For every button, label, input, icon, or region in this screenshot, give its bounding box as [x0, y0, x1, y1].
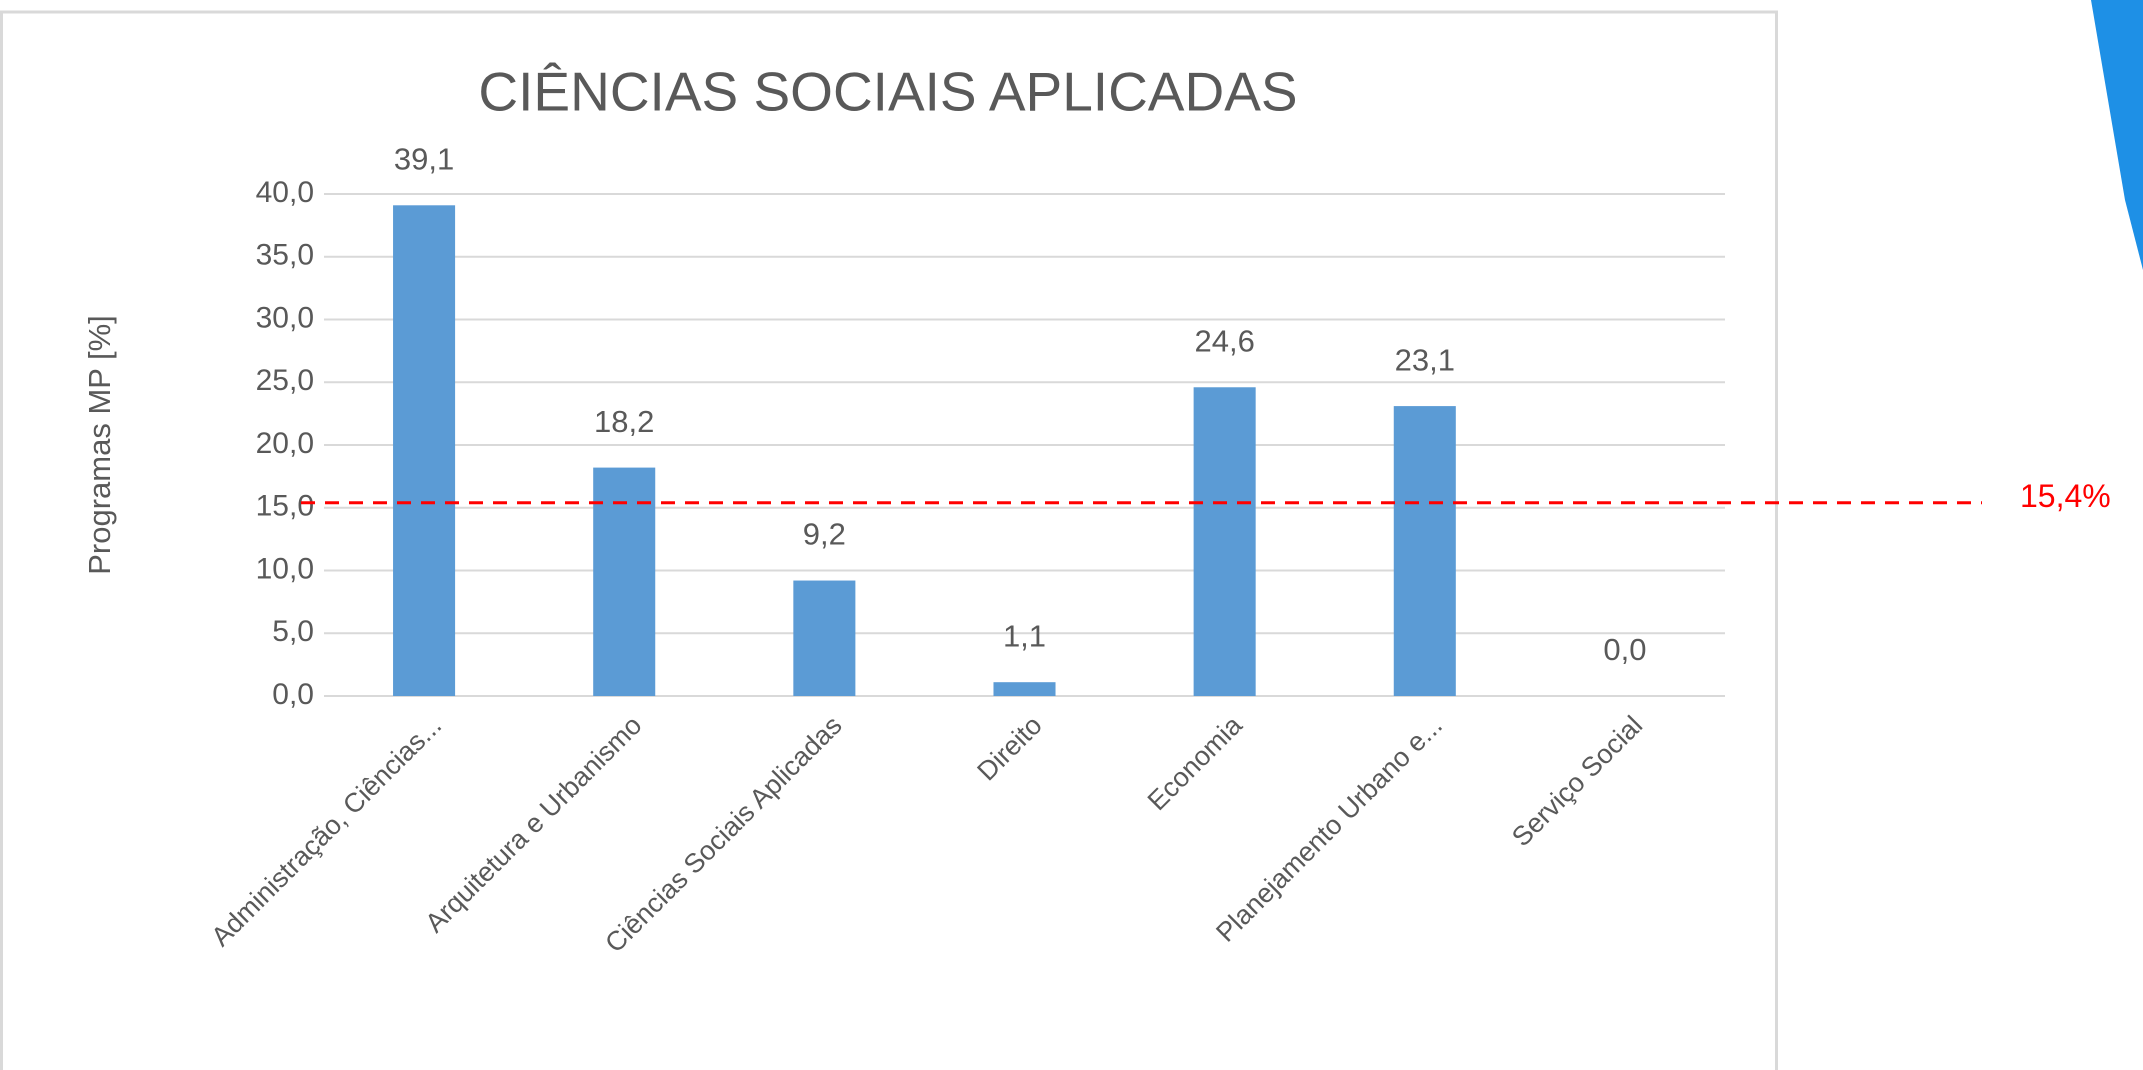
y-tick-label: 15,0: [256, 490, 314, 523]
y-tick-label: 0,0: [272, 678, 314, 711]
bar: [393, 205, 456, 697]
y-tick-label: 5,0: [272, 615, 314, 648]
bar: [593, 467, 656, 696]
y-tick-label: 40,0: [256, 176, 314, 209]
chart-frame: [0, 10, 1778, 1070]
value-label: 18,2: [594, 404, 654, 439]
value-label: 23,1: [1395, 342, 1455, 377]
y-tick-label: 20,0: [256, 427, 314, 460]
value-label: 39,1: [394, 141, 454, 176]
value-label: 0,0: [1603, 632, 1646, 667]
y-tick-label: 30,0: [256, 301, 314, 334]
y-tick-label: 35,0: [256, 239, 314, 272]
reference-label: 15,4%: [2020, 478, 2111, 514]
bar: [793, 580, 856, 696]
bar: [1193, 387, 1256, 696]
bar: [1393, 406, 1456, 696]
value-label: 24,6: [1194, 323, 1254, 358]
chart-title: CIÊNCIAS SOCIAIS APLICADAS: [478, 61, 1297, 123]
bar: [993, 682, 1056, 696]
value-label: 1,1: [1003, 618, 1046, 653]
y-axis-label: Programas MP [%]: [82, 315, 117, 575]
y-tick-label: 10,0: [256, 552, 314, 585]
value-label: 9,2: [803, 517, 846, 552]
decor-shape: [2091, 0, 2143, 270]
y-tick-label: 25,0: [256, 364, 314, 397]
